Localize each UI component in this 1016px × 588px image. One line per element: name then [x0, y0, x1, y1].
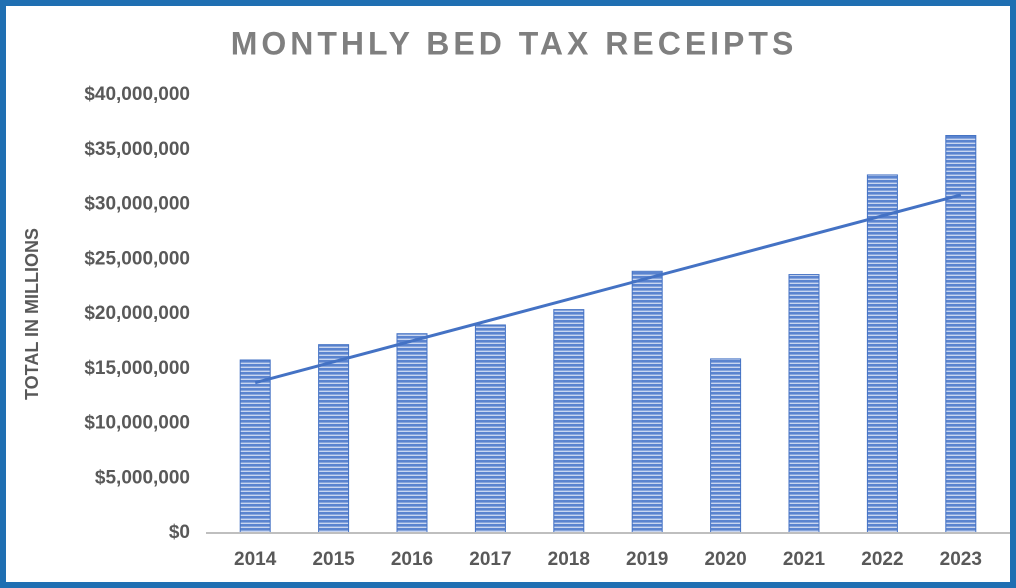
y-tick-label: $5,000,000: [95, 467, 190, 488]
bar: [788, 274, 820, 534]
y-tick-label: $35,000,000: [84, 139, 190, 160]
x-tick-label: 2022: [861, 549, 903, 570]
y-tick-label: $15,000,000: [84, 358, 190, 379]
x-tick-label: 2014: [234, 549, 277, 570]
bar: [396, 333, 428, 534]
y-tick-label: $0: [169, 522, 190, 543]
bar: [866, 174, 898, 534]
chart-title: MONTHLY BED TAX RECEIPTS: [231, 25, 798, 61]
x-tick-label: 2018: [548, 549, 590, 570]
x-tick-label: 2015: [312, 549, 355, 570]
bar: [474, 324, 506, 534]
bar: [710, 358, 742, 534]
y-tick-label: $25,000,000: [84, 248, 190, 269]
trendline: [254, 193, 962, 385]
bar: [553, 309, 585, 534]
x-tick-label: 2020: [704, 549, 746, 570]
y-tick-label: $20,000,000: [84, 303, 190, 324]
bar: [239, 359, 271, 534]
y-tick-label: $40,000,000: [84, 84, 190, 105]
x-tick-label: 2023: [940, 549, 982, 570]
y-axis-title: TOTAL IN MILLIONS: [22, 228, 42, 400]
x-tick-label: 2017: [469, 549, 511, 570]
y-tick-label: $10,000,000: [84, 413, 190, 434]
x-tick-label: 2016: [391, 549, 433, 570]
x-tick-label: 2021: [783, 549, 826, 570]
y-tick-label: $30,000,000: [84, 194, 190, 215]
x-tick-label: 2019: [626, 549, 668, 570]
bar: [631, 270, 663, 534]
bar: [318, 344, 350, 534]
